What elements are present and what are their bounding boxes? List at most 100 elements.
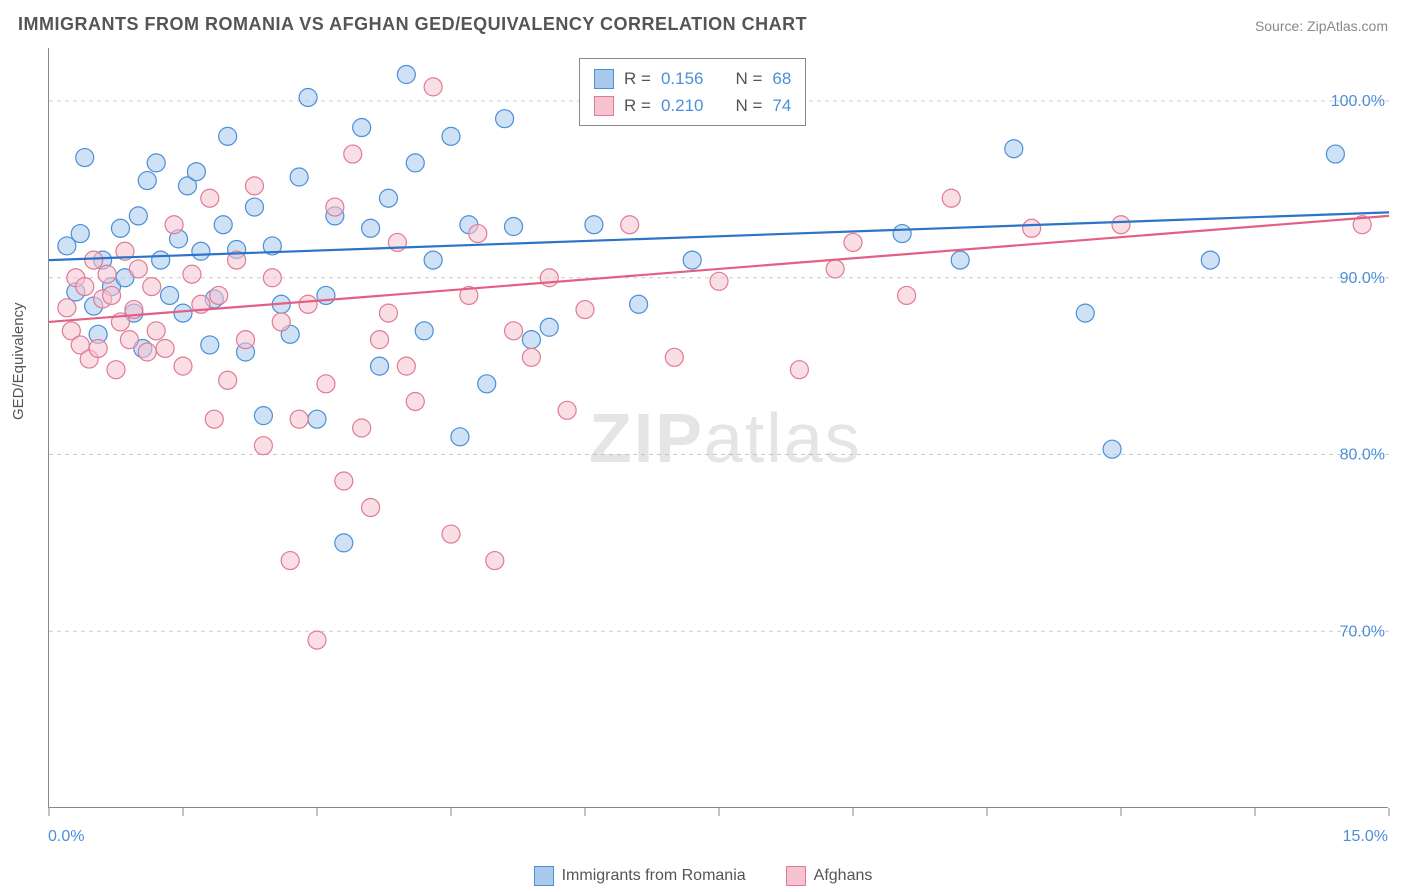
data-point [156, 339, 174, 357]
data-point [898, 286, 916, 304]
data-point [89, 339, 107, 357]
y-axis-label: GED/Equivalency [10, 302, 27, 420]
x-axis-max-label: 15.0% [1343, 828, 1388, 846]
data-point [147, 322, 165, 340]
data-point [192, 242, 210, 260]
data-point [540, 269, 558, 287]
legend-swatch [594, 96, 614, 116]
data-point [362, 219, 380, 237]
plot-svg: 70.0%80.0%90.0%100.0% [49, 48, 1389, 808]
data-point [505, 218, 523, 236]
data-point [353, 419, 371, 437]
data-point [505, 322, 523, 340]
data-point [308, 410, 326, 428]
data-point [187, 163, 205, 181]
data-point [107, 361, 125, 379]
data-point [254, 437, 272, 455]
data-point [371, 357, 389, 375]
y-tick-label: 90.0% [1340, 270, 1385, 287]
data-point [201, 189, 219, 207]
data-point [272, 313, 290, 331]
data-point [219, 371, 237, 389]
data-point [129, 260, 147, 278]
data-point [844, 233, 862, 251]
data-point [281, 552, 299, 570]
chart-container: IMMIGRANTS FROM ROMANIA VS AFGHAN GED/EQ… [0, 0, 1406, 892]
data-point [183, 265, 201, 283]
data-point [245, 177, 263, 195]
data-point [362, 499, 380, 517]
data-point [174, 304, 192, 322]
data-point [317, 375, 335, 393]
data-point [478, 375, 496, 393]
data-point [379, 304, 397, 322]
data-point [76, 278, 94, 296]
bottom-legend-item: Immigrants from Romania [534, 866, 746, 886]
data-point [120, 331, 138, 349]
data-point [1076, 304, 1094, 322]
data-point [397, 66, 415, 84]
bottom-legend: Immigrants from Romania Afghans [0, 866, 1406, 886]
data-point [138, 343, 156, 361]
data-point [406, 392, 424, 410]
data-point [263, 269, 281, 287]
data-point [893, 225, 911, 243]
bottom-legend-label: Immigrants from Romania [562, 867, 746, 885]
source-label: Source: ZipAtlas.com [1255, 18, 1388, 34]
data-point [344, 145, 362, 163]
data-point [138, 172, 156, 190]
bottom-legend-label: Afghans [814, 867, 873, 885]
data-point [1005, 140, 1023, 158]
data-point [1023, 219, 1041, 237]
data-point [237, 331, 255, 349]
y-tick-label: 70.0% [1340, 623, 1385, 640]
data-point [424, 251, 442, 269]
data-point [379, 189, 397, 207]
legend-swatch [594, 69, 614, 89]
data-point [308, 631, 326, 649]
data-point [85, 251, 103, 269]
data-point [299, 88, 317, 106]
data-point [245, 198, 263, 216]
data-point [790, 361, 808, 379]
legend-row: R =0.210N =74 [594, 92, 791, 119]
data-point [486, 552, 504, 570]
data-point [214, 216, 232, 234]
data-point [353, 119, 371, 137]
data-point [205, 410, 223, 428]
legend-r-label: R = [624, 92, 651, 119]
data-point [254, 407, 272, 425]
data-point [71, 225, 89, 243]
data-point [174, 357, 192, 375]
data-point [951, 251, 969, 269]
bottom-legend-item: Afghans [786, 866, 873, 886]
data-point [576, 301, 594, 319]
data-point [165, 216, 183, 234]
legend-swatch [786, 866, 806, 886]
trend-line [49, 216, 1389, 322]
data-point [442, 525, 460, 543]
trend-line [49, 212, 1389, 260]
data-point [424, 78, 442, 96]
data-point [111, 219, 129, 237]
data-point [496, 110, 514, 128]
data-point [129, 207, 147, 225]
legend-r-label: R = [624, 65, 651, 92]
data-point [1112, 216, 1130, 234]
data-point [469, 225, 487, 243]
legend-row: R =0.156N =68 [594, 65, 791, 92]
data-point [299, 295, 317, 313]
data-point [210, 286, 228, 304]
data-point [406, 154, 424, 172]
data-point [147, 154, 165, 172]
y-tick-label: 100.0% [1331, 93, 1385, 110]
data-point [585, 216, 603, 234]
legend-r-value: 0.156 [661, 65, 704, 92]
legend-n-value: 68 [772, 65, 791, 92]
data-point [826, 260, 844, 278]
data-point [397, 357, 415, 375]
data-point [540, 318, 558, 336]
data-point [290, 410, 308, 428]
legend-n-label: N = [735, 92, 762, 119]
data-point [290, 168, 308, 186]
